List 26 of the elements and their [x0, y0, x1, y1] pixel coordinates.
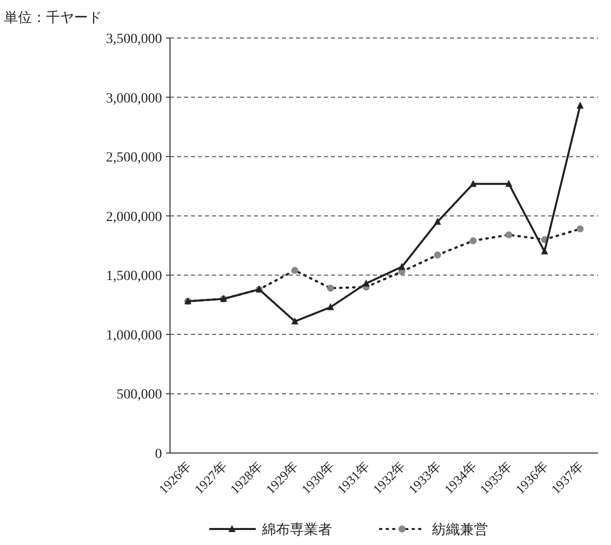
y-axis-title: 単位：千ヤード [4, 10, 102, 26]
y-tick-label: 1,000,000 [106, 328, 162, 344]
point [327, 303, 334, 310]
point [470, 237, 477, 244]
y-tick-label: 3,000,000 [106, 91, 162, 106]
point [434, 218, 441, 225]
y-tick-label: 0 [155, 447, 162, 462]
point [362, 279, 370, 286]
y-tick-label: 1,500,000 [106, 269, 162, 284]
point [470, 180, 477, 187]
legend-label: 紡織兼営 [432, 522, 488, 538]
y-tick-label: 500,000 [116, 388, 162, 403]
point [541, 247, 548, 254]
point [505, 180, 512, 187]
point [327, 284, 334, 292]
y-tick-label: 2,500,000 [106, 150, 162, 166]
point [576, 225, 584, 232]
legend-label: 綿布専業者 [261, 522, 332, 538]
point [291, 317, 298, 324]
point [291, 266, 298, 274]
y-tick-label: 3,500,000 [106, 32, 162, 47]
point [398, 262, 406, 270]
point [505, 231, 512, 238]
point [576, 102, 584, 109]
y-tick-label: 2,000,000 [106, 210, 162, 225]
point [434, 251, 441, 258]
